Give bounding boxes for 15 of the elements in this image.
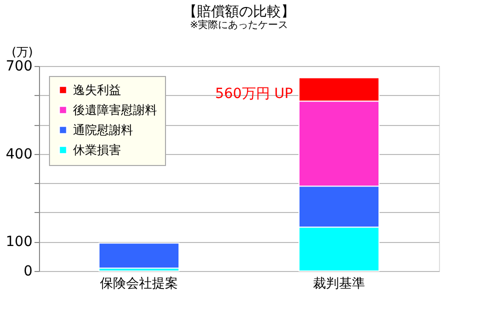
chart-title: 【賠償額の比較】 — [183, 4, 295, 20]
legend-label: 後遺障害慰謝料 — [73, 103, 157, 117]
y-axis-title: (万) — [12, 45, 33, 59]
chart-subtitle: ※実際にあったケース — [190, 19, 288, 31]
x-tick-label: 裁判基準 — [313, 276, 365, 292]
bar — [98, 242, 180, 269]
x-tick-label: 保険会社提案 — [100, 276, 178, 292]
y-tick-label: 0 — [24, 264, 32, 280]
legend-label: 通院慰謝料 — [73, 123, 133, 137]
y-tick-label: 100 — [6, 234, 32, 250]
y-tick-label: 700 — [6, 58, 32, 74]
annotation: 560万円 UP — [215, 86, 293, 102]
legend-label: 逸失利益 — [73, 83, 121, 97]
legend-label: 休業損害 — [73, 143, 121, 157]
y-tick-label: 400 — [6, 146, 32, 162]
